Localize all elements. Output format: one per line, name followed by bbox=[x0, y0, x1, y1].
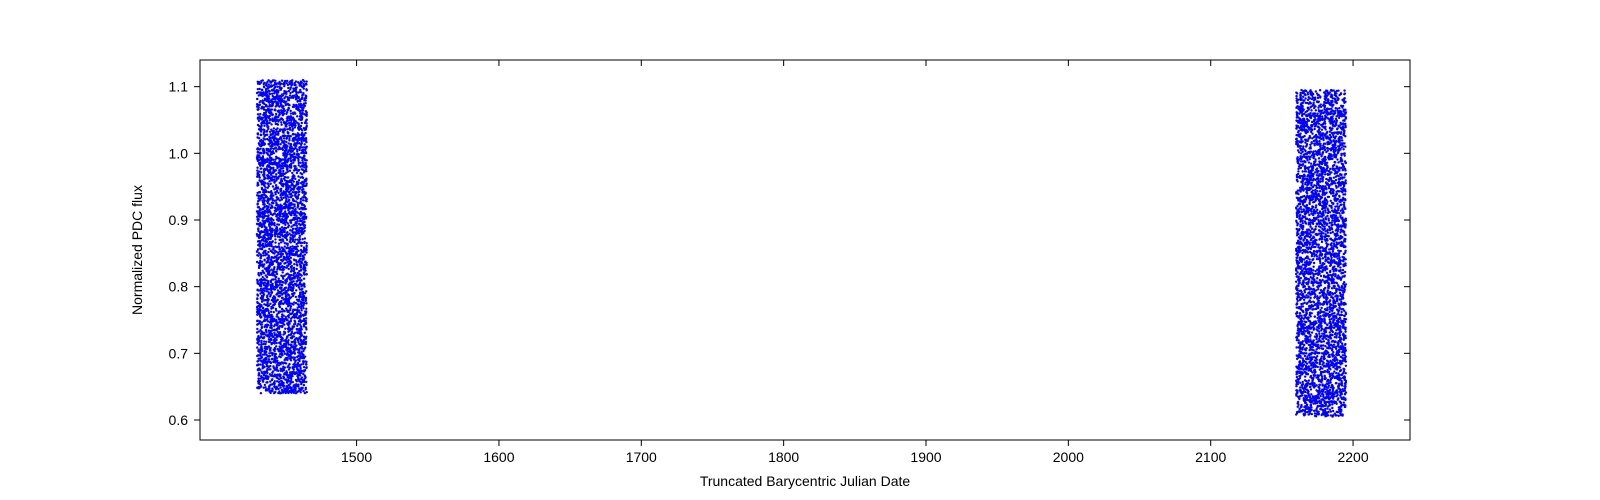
y-tick-label: 0.8 bbox=[169, 279, 189, 295]
y-tick-label: 0.7 bbox=[169, 345, 189, 361]
x-tick-label: 1500 bbox=[341, 449, 372, 465]
y-tick-label: 0.6 bbox=[169, 412, 189, 428]
y-tick-label: 1.0 bbox=[169, 145, 189, 161]
y-axis-label: Normalized PDC flux bbox=[129, 185, 145, 315]
scatter-plot: 1500 1600 1700 1800 1900 2000 2100 2200 0.6 0.7 0.… bbox=[0, 0, 1600, 500]
x-axis-label: Truncated Barycentric Julian Date bbox=[700, 473, 911, 489]
x-tick-label: 2100 bbox=[1195, 449, 1226, 465]
x-tick-label: 2000 bbox=[1053, 449, 1084, 465]
x-tick-label: 1800 bbox=[768, 449, 799, 465]
x-tick-label: 1600 bbox=[483, 449, 514, 465]
x-tick-label: 1900 bbox=[910, 449, 941, 465]
x-tick-label: 1700 bbox=[626, 449, 657, 465]
y-tick-label: 0.9 bbox=[169, 212, 189, 228]
x-tick-label: 2200 bbox=[1337, 449, 1368, 465]
y-tick-label: 1.1 bbox=[169, 79, 189, 95]
chart-container: 1500 1600 1700 1800 1900 2000 2100 2200 0.6 0.7 0.… bbox=[0, 0, 1600, 500]
